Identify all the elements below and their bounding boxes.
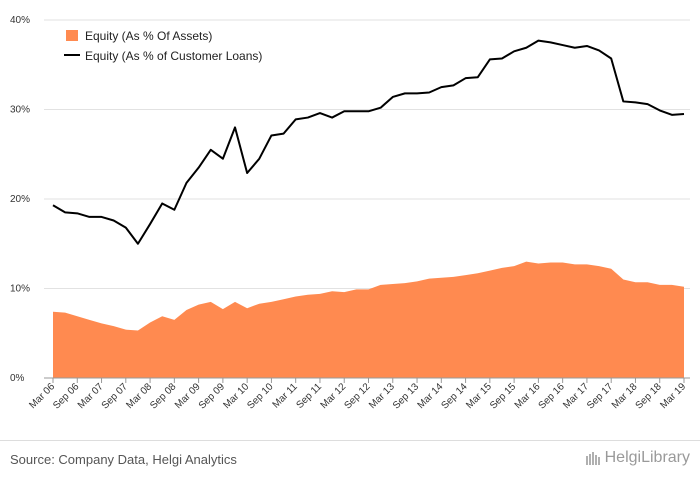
source-text: Source: Company Data, Helgi Analytics	[10, 452, 237, 467]
x-tick-label: Sep 08	[148, 381, 178, 411]
line-series-layer	[52, 39, 685, 245]
legend: Equity (As % Of Assets) Equity (As % of …	[64, 29, 262, 63]
x-tick-label: Sep 15	[488, 381, 518, 411]
x-tick-label: Sep 14	[440, 381, 470, 411]
brand-name: HelgiLibrary	[604, 449, 690, 466]
x-tick-label: Mar 11	[271, 381, 301, 411]
x-tick-label: Sep 11	[294, 381, 324, 411]
x-tick-label: Mar 19	[658, 381, 688, 411]
footer: Source: Company Data, Helgi Analytics He…	[0, 440, 700, 484]
series-equity-loans-line	[52, 39, 685, 245]
area-series-layer	[53, 261, 684, 378]
x-tick-label: Sep 16	[537, 381, 567, 411]
brand-logo: HelgiLibrary	[585, 449, 690, 467]
legend-swatch-equity-assets	[66, 30, 78, 41]
y-tick-label: 30%	[10, 105, 30, 116]
x-tick-label: Sep 13	[391, 381, 421, 411]
y-tick-label: 10%	[10, 284, 30, 295]
x-tick-label: Sep 17	[585, 381, 615, 411]
x-tick-label: Sep 07	[100, 381, 130, 411]
y-tick-label: 0%	[10, 373, 25, 384]
legend-label-equity-loans: Equity (As % of Customer Loans)	[85, 49, 262, 63]
x-tick-label: Sep 18	[634, 381, 664, 411]
x-tick-label: Sep 12	[342, 381, 372, 411]
x-tick-label: Sep 10	[245, 381, 275, 411]
library-icon	[585, 452, 600, 465]
series-equity-assets-area	[53, 261, 684, 378]
x-tick-label: Sep 09	[197, 381, 227, 411]
y-tick-label: 20%	[10, 194, 30, 205]
legend-label-equity-assets: Equity (As % Of Assets)	[85, 29, 212, 43]
y-tick-label: 40%	[10, 15, 30, 26]
x-tick-label: Sep 06	[51, 381, 81, 411]
y-axis-ticks: 0% 10% 20% 30% 40%	[10, 15, 30, 384]
